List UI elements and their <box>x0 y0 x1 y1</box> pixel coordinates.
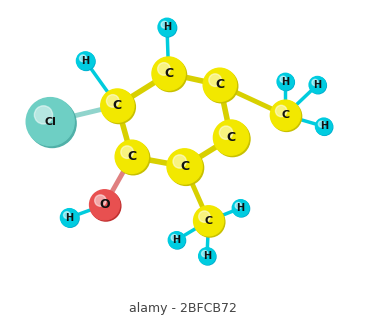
Circle shape <box>60 209 78 227</box>
Circle shape <box>63 212 70 219</box>
Circle shape <box>309 76 326 93</box>
Text: H: H <box>163 22 171 32</box>
Circle shape <box>116 141 150 175</box>
Circle shape <box>158 18 176 36</box>
Text: alamy - 2BFCB72: alamy - 2BFCB72 <box>129 302 237 315</box>
Circle shape <box>199 211 210 222</box>
Circle shape <box>235 203 242 209</box>
Text: H: H <box>81 56 89 66</box>
Circle shape <box>95 195 106 206</box>
Circle shape <box>167 149 202 184</box>
Text: Cl: Cl <box>44 116 56 127</box>
Circle shape <box>209 74 221 86</box>
Circle shape <box>278 74 294 91</box>
Text: C: C <box>227 131 236 144</box>
Circle shape <box>195 207 225 237</box>
Circle shape <box>202 251 208 257</box>
Circle shape <box>215 121 250 156</box>
Circle shape <box>168 232 185 248</box>
Circle shape <box>102 90 135 124</box>
Text: O: O <box>99 198 110 211</box>
Text: C: C <box>113 99 122 112</box>
Text: H: H <box>203 251 211 261</box>
Circle shape <box>312 79 318 86</box>
Circle shape <box>115 140 149 173</box>
Circle shape <box>315 118 332 135</box>
Circle shape <box>168 150 203 185</box>
Circle shape <box>316 119 333 135</box>
Circle shape <box>26 98 74 146</box>
Text: C: C <box>127 150 137 163</box>
Circle shape <box>219 126 233 140</box>
Text: H: H <box>236 203 244 213</box>
Circle shape <box>101 89 134 122</box>
Circle shape <box>107 95 119 107</box>
Text: C: C <box>215 78 224 91</box>
Text: H: H <box>313 80 321 90</box>
Circle shape <box>152 57 185 90</box>
Circle shape <box>159 19 177 37</box>
Text: C: C <box>281 110 290 120</box>
Circle shape <box>79 55 86 62</box>
Circle shape <box>194 206 224 236</box>
Circle shape <box>233 200 250 217</box>
Circle shape <box>158 63 170 75</box>
Circle shape <box>318 121 325 127</box>
Circle shape <box>280 76 286 83</box>
Circle shape <box>34 106 53 124</box>
Circle shape <box>171 235 178 241</box>
Circle shape <box>270 100 300 130</box>
Circle shape <box>121 146 134 158</box>
Text: C: C <box>205 216 213 226</box>
Circle shape <box>199 248 216 265</box>
Circle shape <box>205 69 238 103</box>
Text: H: H <box>320 121 328 132</box>
Circle shape <box>77 52 95 70</box>
Circle shape <box>173 155 186 168</box>
Circle shape <box>213 120 249 155</box>
Text: H: H <box>281 76 290 87</box>
Circle shape <box>153 58 187 92</box>
Circle shape <box>203 68 236 101</box>
Circle shape <box>169 232 186 249</box>
Circle shape <box>232 200 249 216</box>
Text: H: H <box>66 212 74 223</box>
Circle shape <box>91 191 121 221</box>
Text: C: C <box>164 67 173 80</box>
Circle shape <box>310 77 326 94</box>
Circle shape <box>276 105 287 117</box>
Circle shape <box>28 100 76 148</box>
Circle shape <box>199 248 215 264</box>
Text: C: C <box>180 160 189 173</box>
Circle shape <box>277 73 294 90</box>
Circle shape <box>76 52 94 70</box>
Circle shape <box>161 21 168 28</box>
Circle shape <box>272 101 302 132</box>
Circle shape <box>61 209 79 227</box>
Circle shape <box>90 190 120 220</box>
Text: H: H <box>172 235 181 245</box>
